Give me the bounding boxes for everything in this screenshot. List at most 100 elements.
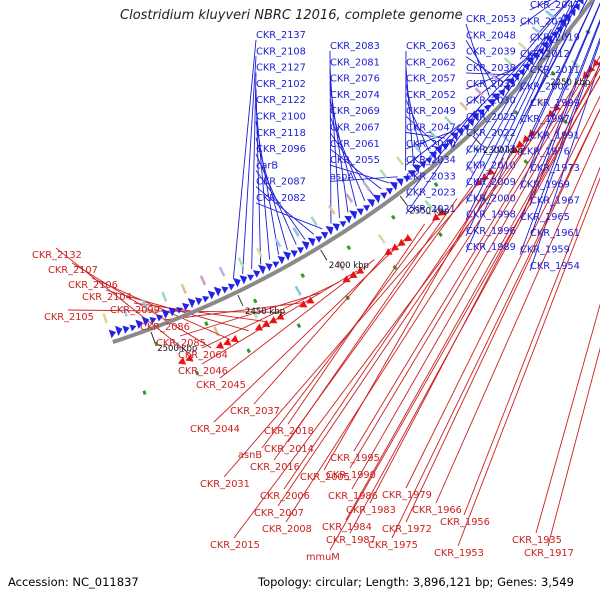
label-leader-line bbox=[283, 143, 519, 490]
gene-label: CKR_2037 bbox=[230, 406, 280, 417]
forward-gene-arrow bbox=[372, 194, 381, 204]
forward-gene-arrow bbox=[449, 132, 459, 141]
gene-label: CKR_2053 bbox=[466, 14, 516, 25]
gene-color-block bbox=[180, 283, 187, 294]
gene-label: CKR_1961 bbox=[530, 228, 580, 239]
gene-label: CKR_2046 bbox=[178, 366, 228, 377]
rna-mark bbox=[550, 70, 556, 76]
label-leader-line bbox=[405, 108, 600, 523]
label-leader-line bbox=[519, 18, 600, 223]
forward-gene-arrow bbox=[503, 84, 511, 92]
reverse-gene-arrow bbox=[306, 296, 315, 304]
gene-color-block bbox=[377, 234, 386, 244]
label-leader-line bbox=[535, 303, 600, 534]
rna-mark bbox=[438, 232, 443, 238]
gene-label: CKR_2000 bbox=[466, 193, 516, 204]
forward-gene-arrow bbox=[207, 290, 216, 300]
gene-label: CKR_1976 bbox=[520, 147, 570, 158]
forward-gene-arrow bbox=[339, 221, 347, 228]
gene-label: CKR_2011 bbox=[530, 65, 580, 76]
gene-color-block bbox=[571, 59, 581, 69]
label-leader-line bbox=[277, 129, 534, 507]
gene-color-block bbox=[474, 87, 484, 97]
forward-gene-arrow bbox=[325, 225, 334, 236]
scale-tick-label: 2250 kbp bbox=[550, 78, 590, 88]
gene-label: CKR_2086 bbox=[140, 322, 190, 333]
forward-gene-arrow bbox=[462, 124, 470, 132]
reverse-gene-arrow bbox=[299, 300, 308, 308]
gene-label: CKR_2034 bbox=[406, 155, 456, 166]
forward-gene-arrow bbox=[543, 35, 553, 44]
gene-label: CKR_2096 bbox=[256, 144, 306, 155]
label-leader-line bbox=[329, 116, 366, 202]
gene-label: CKR_1953 bbox=[434, 548, 484, 559]
forward-gene-arrow bbox=[277, 256, 286, 265]
forward-gene-arrow bbox=[252, 270, 261, 278]
forward-gene-arrow bbox=[407, 170, 416, 178]
label-leader-line bbox=[405, 132, 445, 139]
scale-tick-mark bbox=[539, 68, 549, 78]
label-leader-line bbox=[529, 0, 552, 11]
forward-gene-arrow bbox=[282, 251, 291, 261]
gene-color-block bbox=[424, 199, 433, 210]
gene-label: CKR_2076 bbox=[330, 74, 380, 85]
forward-gene-arrow bbox=[122, 325, 130, 334]
label-leader-line bbox=[405, 99, 430, 152]
gene-label: CKR_1987 bbox=[326, 535, 376, 546]
label-leader-line bbox=[233, 99, 563, 539]
forward-gene-arrow bbox=[537, 47, 545, 55]
reverse-gene-arrow bbox=[404, 234, 413, 242]
gene-label: CKR_2005 bbox=[300, 472, 350, 483]
label-leader-line bbox=[529, 60, 600, 271]
gene-label: CKR_2031 bbox=[200, 479, 250, 490]
label-leader-line bbox=[405, 124, 461, 166]
gene-label: CKR_1998 bbox=[466, 210, 516, 221]
rna-mark bbox=[246, 348, 251, 354]
label-leader-line bbox=[273, 185, 474, 461]
rna-mark bbox=[346, 245, 352, 251]
gene-color-block bbox=[537, 97, 547, 107]
forward-gene-arrow bbox=[290, 250, 298, 258]
label-leader-line bbox=[465, 23, 490, 97]
forward-gene-arrow bbox=[403, 175, 411, 182]
gene-label: CKR_2099 bbox=[110, 305, 160, 316]
label-leader-line bbox=[345, 67, 600, 521]
label-leader-line bbox=[201, 270, 358, 365]
forward-gene-arrow bbox=[411, 164, 420, 173]
reverse-gene-arrow bbox=[185, 354, 194, 362]
forward-gene-arrow bbox=[227, 283, 235, 291]
label-leader-line bbox=[391, 108, 600, 539]
label-leader-lines bbox=[55, 0, 600, 551]
gene-label: CKR_2081 bbox=[330, 57, 380, 68]
forward-gene-arrow bbox=[428, 151, 437, 160]
gene-label: CKR_2023 bbox=[406, 188, 456, 199]
gene-label: carB bbox=[256, 160, 278, 171]
gene-label: CKR_2009 bbox=[466, 177, 516, 188]
gene-label: CKR_2006 bbox=[260, 491, 310, 502]
gene-color-block bbox=[161, 291, 168, 302]
label-leader-line bbox=[255, 121, 280, 255]
rna-mark bbox=[204, 321, 209, 327]
forward-strand-genes bbox=[102, 0, 584, 339]
gene-label: CKR_2021 bbox=[406, 204, 456, 215]
backbone-arc bbox=[112, 0, 595, 344]
label-leader-line bbox=[529, 0, 596, 141]
label-leader-line bbox=[255, 105, 271, 260]
gene-color-block bbox=[102, 313, 108, 324]
gene-label: CKR_2127 bbox=[256, 63, 306, 74]
gene-color-block bbox=[345, 193, 354, 204]
gene-color-block bbox=[517, 41, 527, 51]
forward-gene-arrow bbox=[470, 113, 479, 122]
label-leader-line bbox=[219, 259, 375, 379]
gene-label: CKR_1973 bbox=[530, 163, 580, 174]
label-leader-line bbox=[91, 277, 231, 340]
gene-label: CKR_2107 bbox=[48, 265, 98, 276]
gene-label: CKR_1984 bbox=[322, 522, 372, 533]
gene-label: CKR_1954 bbox=[530, 261, 580, 272]
label-leader-line bbox=[329, 75, 600, 551]
forward-gene-arrow bbox=[577, 0, 584, 5]
forward-gene-arrow bbox=[156, 314, 164, 322]
forward-gene-arrow bbox=[418, 161, 427, 169]
label-leader-line bbox=[329, 83, 349, 213]
reverse-gene-arrow bbox=[487, 167, 496, 176]
